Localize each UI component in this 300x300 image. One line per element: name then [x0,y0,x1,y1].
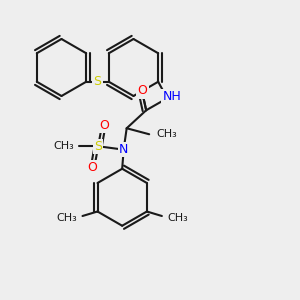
Text: CH₃: CH₃ [53,141,74,151]
Text: S: S [94,140,102,153]
Text: O: O [99,119,109,132]
Text: NH: NH [162,90,181,103]
Text: CH₃: CH₃ [167,212,188,223]
Text: O: O [138,84,148,97]
Text: CH₃: CH₃ [56,212,77,223]
Text: O: O [87,161,97,174]
Text: N: N [119,143,128,156]
Text: CH₃: CH₃ [157,129,177,139]
Text: S: S [94,75,101,88]
